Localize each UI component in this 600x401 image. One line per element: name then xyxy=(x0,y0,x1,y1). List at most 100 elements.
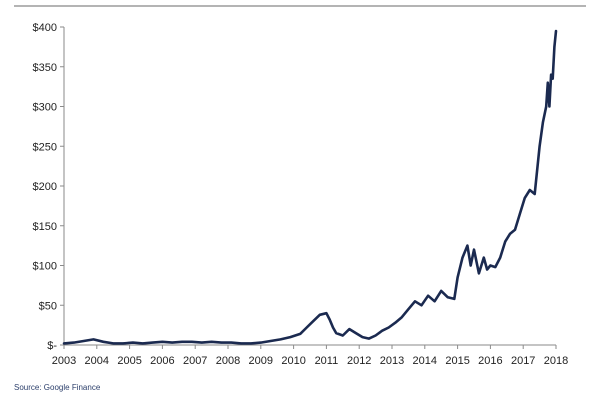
x-tick-label: 2010 xyxy=(281,355,305,367)
data-point xyxy=(529,189,531,191)
data-point xyxy=(332,326,334,329)
data-point xyxy=(494,266,496,268)
x-tick-label: 2017 xyxy=(511,355,535,367)
data-point xyxy=(83,340,85,342)
data-point xyxy=(102,341,104,343)
y-axis-ticks: $- $50 $100 $150 $200 $250 $300 $350 $400 xyxy=(33,22,64,352)
x-tick-label: 2003 xyxy=(52,355,76,367)
data-point xyxy=(319,314,321,316)
x-tick-label: 2018 xyxy=(544,355,568,367)
y-tick-label: $300 xyxy=(33,102,57,114)
x-axis-ticks: 2003 2004 2005 2006 2007 2008 2009 2010 2011 2012… xyxy=(52,345,568,367)
data-point xyxy=(191,341,193,343)
data-point xyxy=(440,290,442,292)
data-point xyxy=(289,336,291,338)
data-point xyxy=(361,336,364,338)
data-point xyxy=(181,341,183,343)
x-tick-label: 2005 xyxy=(117,355,141,367)
data-point xyxy=(260,342,262,344)
x-tick-label: 2013 xyxy=(380,355,404,367)
stock-price-line-chart: $- $50 $100 $150 $200 $250 $300 $350 $400 2003 20… xyxy=(33,22,569,367)
data-point xyxy=(329,319,331,321)
data-point xyxy=(478,272,480,274)
source-note: Source: Google Finance xyxy=(14,383,101,392)
data-point xyxy=(152,342,154,344)
x-tick-label: 2016 xyxy=(478,355,502,367)
x-tick-label: 2004 xyxy=(85,355,109,367)
data-point xyxy=(545,105,547,108)
x-tick-label: 2011 xyxy=(315,355,339,367)
data-point xyxy=(375,334,377,337)
data-point xyxy=(230,342,232,344)
y-tick-label: $400 xyxy=(33,22,57,34)
data-point xyxy=(504,241,506,243)
data-point xyxy=(509,233,511,235)
y-tick-label: $250 xyxy=(33,141,57,153)
data-point xyxy=(434,300,436,302)
data-point xyxy=(306,326,308,329)
data-point xyxy=(483,257,485,259)
data-point xyxy=(466,245,468,247)
data-point xyxy=(514,229,516,231)
data-point xyxy=(489,264,491,267)
data-point xyxy=(279,338,282,340)
y-tick-label: $50 xyxy=(39,300,57,312)
data-point xyxy=(381,330,383,332)
data-point xyxy=(250,342,252,344)
data-point xyxy=(470,264,472,267)
x-tick-label: 2015 xyxy=(445,355,469,367)
y-tick-label: $200 xyxy=(33,181,57,193)
data-point xyxy=(112,342,114,344)
data-point xyxy=(299,333,301,335)
y-tick-label: $350 xyxy=(33,62,57,74)
data-point xyxy=(388,326,390,329)
data-point xyxy=(420,304,423,306)
data-point xyxy=(453,298,455,300)
data-point xyxy=(457,276,459,278)
series-line xyxy=(62,29,558,345)
data-point xyxy=(461,257,464,259)
data-point xyxy=(335,332,337,334)
y-tick-label: $- xyxy=(47,340,57,352)
data-point xyxy=(325,312,327,314)
data-point xyxy=(401,316,403,318)
data-point xyxy=(201,342,203,344)
x-tick-label: 2012 xyxy=(347,355,371,367)
data-point xyxy=(447,296,449,298)
data-point xyxy=(355,332,357,334)
data-point xyxy=(555,30,557,32)
y-tick-label: $150 xyxy=(33,221,57,233)
data-point xyxy=(394,322,396,324)
data-point xyxy=(211,341,213,343)
x-tick-label: 2007 xyxy=(183,355,207,367)
data-point xyxy=(552,78,554,80)
data-point xyxy=(122,342,124,344)
data-point xyxy=(73,342,75,344)
data-point xyxy=(553,46,556,48)
data-point xyxy=(142,342,144,344)
data-point xyxy=(542,121,544,123)
data-point xyxy=(312,320,314,322)
y-tick-label: $100 xyxy=(33,261,57,273)
data-point xyxy=(132,342,134,344)
data-point xyxy=(499,257,501,259)
data-point xyxy=(548,105,551,108)
data-point xyxy=(473,249,475,251)
data-point xyxy=(368,338,370,340)
data-point xyxy=(270,340,272,342)
x-tick-label: 2009 xyxy=(249,355,273,367)
data-point xyxy=(342,334,344,337)
data-point xyxy=(534,193,536,195)
data-point xyxy=(519,213,521,215)
data-point xyxy=(486,268,488,271)
data-point xyxy=(171,342,173,344)
top-rule xyxy=(14,5,586,7)
data-point xyxy=(240,342,242,344)
data-point xyxy=(539,145,541,147)
x-tick-label: 2014 xyxy=(413,355,437,367)
data-point xyxy=(348,328,350,330)
data-point xyxy=(414,300,416,302)
data-point xyxy=(524,197,526,199)
data-point xyxy=(547,82,549,84)
data-point xyxy=(161,341,163,343)
